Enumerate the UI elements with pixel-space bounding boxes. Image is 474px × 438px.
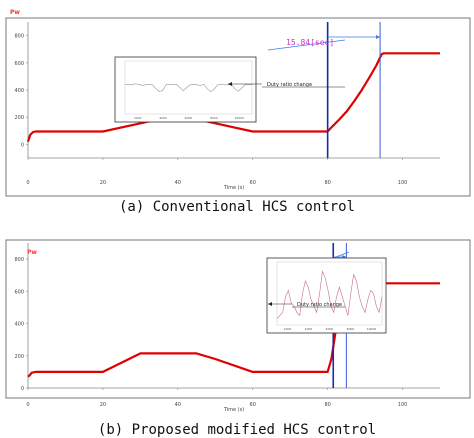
y-tick-label: 800 xyxy=(14,257,24,263)
x-tick-label: 20 xyxy=(100,402,106,408)
plot-frame xyxy=(5,239,471,399)
inset-frame xyxy=(114,56,257,123)
inset-x-tick-label: 8000 xyxy=(347,327,355,331)
x-axis-label: Time (s) xyxy=(223,407,244,413)
inset-x-tick-label: 4000 xyxy=(305,327,313,331)
duty-ratio-label: Duty ratio change xyxy=(297,302,342,308)
x-tick-label: 100 xyxy=(398,180,408,186)
inset-x-tick-label: 6000 xyxy=(326,327,334,331)
inset-x-tick-label: 10000 xyxy=(235,116,245,120)
duty-ratio-label: Duty ratio change xyxy=(267,82,312,88)
y-tick-label: 400 xyxy=(14,88,24,94)
inset-plot-area xyxy=(124,60,253,115)
x-tick-label: 40 xyxy=(175,180,181,186)
caption-b: (b) Proposed modified HCS control xyxy=(98,422,376,438)
x-tick-label: 40 xyxy=(175,402,181,408)
y-tick-label: 0 xyxy=(21,142,24,148)
inset-x-tick-label: 2000 xyxy=(134,116,142,120)
x-tick-label: 60 xyxy=(250,180,256,186)
inset-x-tick-label: 4000 xyxy=(159,116,167,120)
y-tick-label: 600 xyxy=(14,61,24,67)
y-unit-label: Pw xyxy=(27,249,37,256)
y-tick-label: 800 xyxy=(14,34,24,40)
inset-x-tick-label: 8000 xyxy=(210,116,218,120)
x-axis-label: Time (s) xyxy=(223,185,244,191)
y-tick-label: 600 xyxy=(14,289,24,295)
inset-x-tick-label: 2000 xyxy=(284,327,292,331)
caption-a: (a) Conventional HCS control xyxy=(119,199,355,215)
x-tick-label: 60 xyxy=(250,402,256,408)
x-tick-label: 0 xyxy=(26,402,29,408)
y-tick-label: 200 xyxy=(14,354,24,360)
inset-plot-area xyxy=(276,261,383,326)
duty-arrowhead xyxy=(268,302,272,306)
duty-arrowhead xyxy=(228,82,232,86)
y-tick-label: 200 xyxy=(14,115,24,121)
x-tick-label: 20 xyxy=(100,180,106,186)
x-tick-label: 80 xyxy=(324,180,330,186)
inset-x-tick-label: 10000 xyxy=(367,327,377,331)
x-tick-label: 80 xyxy=(324,402,330,408)
duration-pointer xyxy=(267,39,346,51)
duration-arrowhead xyxy=(376,35,381,39)
y-tick-label: 0 xyxy=(21,386,24,392)
y-tick-label: 400 xyxy=(14,322,24,328)
inset-frame xyxy=(266,257,387,334)
duration-label: 15.84[sec] xyxy=(286,38,334,47)
x-tick-label: 0 xyxy=(26,180,29,186)
inset-x-tick-label: 6000 xyxy=(185,116,193,120)
y-unit-label: Pw xyxy=(10,9,20,16)
x-tick-label: 100 xyxy=(398,402,408,408)
